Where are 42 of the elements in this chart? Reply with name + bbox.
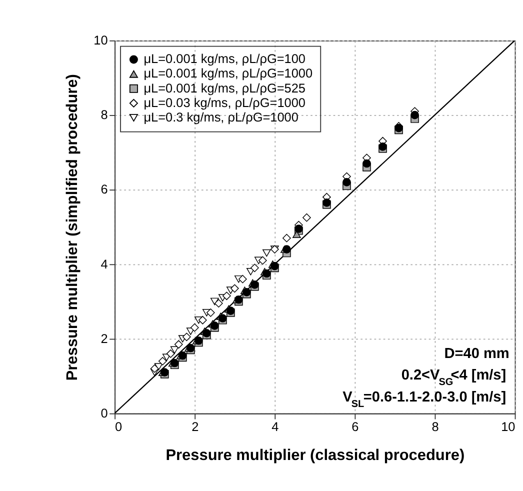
point bbox=[150, 364, 159, 373]
legend-label: μL=0.001 kg/ms, ρL/ρG=1000 bbox=[144, 66, 313, 81]
point bbox=[282, 245, 291, 254]
legend-label: μL=0.001 kg/ms, ρL/ρG=525 bbox=[144, 80, 306, 96]
point bbox=[302, 213, 311, 222]
point bbox=[410, 110, 419, 120]
y-tick-label: 0 bbox=[100, 405, 108, 420]
x-tick-label: 8 bbox=[432, 419, 439, 434]
y-tick-label: 10 bbox=[94, 32, 108, 48]
point bbox=[158, 356, 167, 366]
point bbox=[206, 308, 215, 317]
x-axis-title: Pressure multiplier (classical procedure) bbox=[166, 447, 465, 464]
point bbox=[258, 256, 267, 265]
point bbox=[230, 284, 239, 293]
point bbox=[292, 230, 301, 238]
y-tick-label: 4 bbox=[100, 256, 108, 272]
legend-label: μL=0.001 kg/ms, ρL/ρG=100 bbox=[144, 51, 306, 66]
point bbox=[166, 350, 175, 358]
legend-label: μL=0.3 kg/ms, ρL/ρG=1000 bbox=[144, 109, 298, 124]
y-tick-label: 8 bbox=[100, 107, 108, 122]
y-axis-title: Pressure multiplier (simplified procedure) bbox=[64, 74, 82, 381]
x-tick-label: 4 bbox=[272, 419, 279, 434]
point bbox=[174, 340, 183, 349]
point bbox=[250, 264, 259, 272]
annotation: D=40 mm bbox=[444, 346, 510, 362]
point bbox=[222, 292, 231, 300]
point bbox=[262, 249, 271, 257]
x-tick-label: 6 bbox=[352, 419, 359, 434]
point bbox=[238, 274, 247, 284]
x-tick-label: 10 bbox=[501, 419, 516, 434]
point bbox=[198, 316, 207, 324]
legend-label: μL=0.03 kg/ms, ρL/ρG=1000 bbox=[144, 94, 306, 110]
point bbox=[214, 299, 223, 308]
x-tick-label: 2 bbox=[192, 419, 199, 434]
point bbox=[282, 234, 291, 242]
point bbox=[342, 178, 351, 186]
y-tick-label: 2 bbox=[100, 330, 108, 346]
x-tick-label: 0 bbox=[115, 419, 122, 434]
point bbox=[362, 159, 371, 168]
point bbox=[190, 323, 199, 332]
y-tick-label: 6 bbox=[100, 182, 108, 197]
point bbox=[182, 332, 191, 342]
